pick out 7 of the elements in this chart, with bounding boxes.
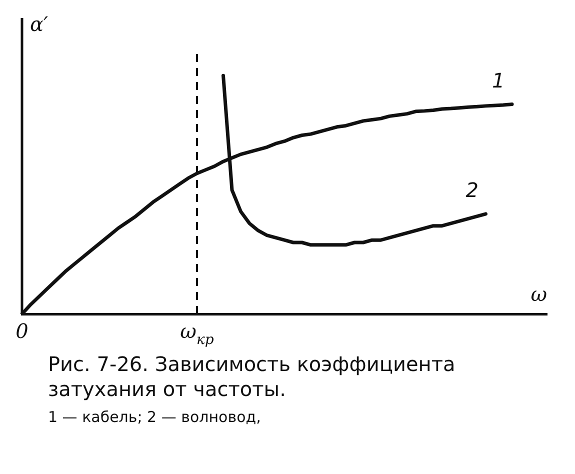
y-axis-title: α′ (30, 12, 49, 36)
text: Рис. 7-26. Зависимость коэффициента затухания от частоты. (48, 352, 456, 402)
series-label: 1 (492, 68, 505, 92)
text: 1 — кабель; 2 — волновод, (48, 408, 262, 427)
x-axis-title: ω (530, 282, 547, 306)
series-label: 2 (466, 178, 478, 202)
x-tick-label: 0 (16, 319, 29, 343)
